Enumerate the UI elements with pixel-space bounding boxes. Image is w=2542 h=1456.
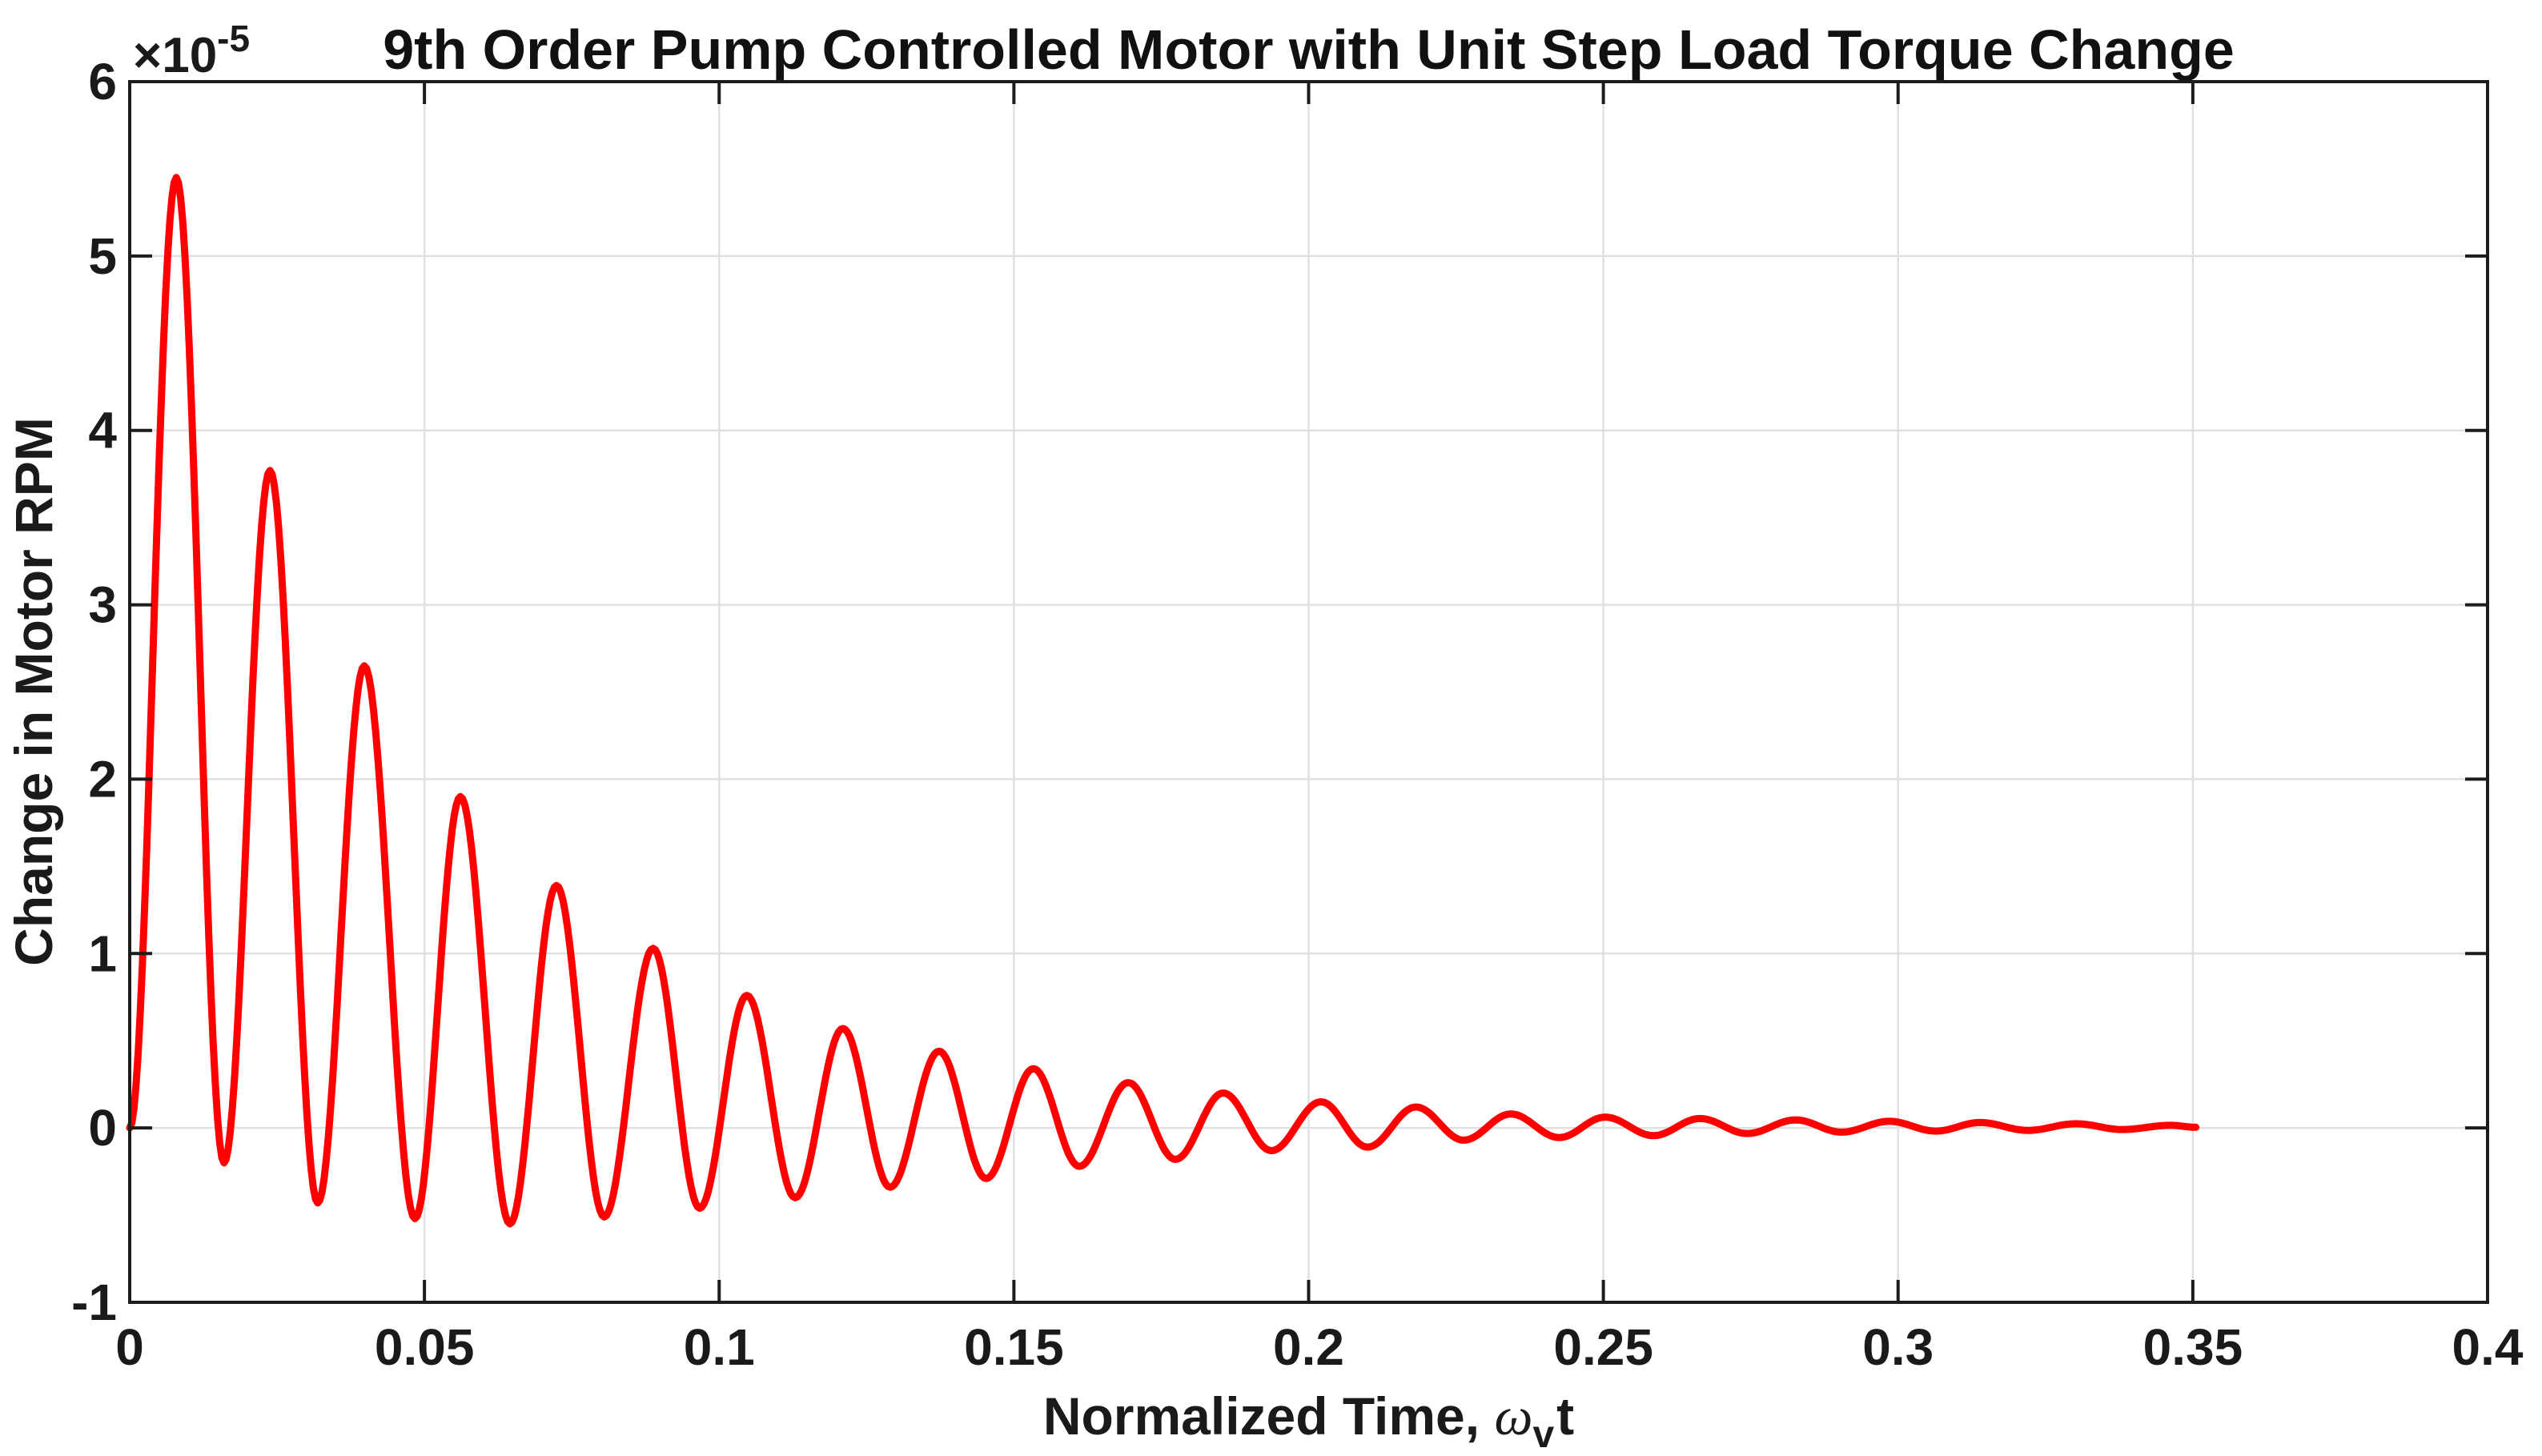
- x-tick-label: 0.1: [684, 1318, 755, 1376]
- x-tick-label: 0.05: [375, 1318, 475, 1376]
- y-tick-label: 3: [88, 576, 117, 634]
- x-tick-label: 0: [115, 1318, 144, 1376]
- response-curve: [126, 174, 2200, 1228]
- x-tick-label: 0.4: [2452, 1318, 2524, 1376]
- chart-title: 9th Order Pump Controlled Motor with Uni…: [383, 18, 2235, 81]
- y-axis-multiplier-exponent: -5: [217, 18, 251, 59]
- x-tick-label: 0.25: [1553, 1318, 1653, 1376]
- omega-subscript: v: [1532, 1414, 1555, 1456]
- x-tick-label: 0.2: [1273, 1318, 1344, 1376]
- x-axis-label-text: Normalized Time,: [1042, 1386, 1495, 1446]
- x-axis-label-time-variable: t: [1556, 1386, 1575, 1446]
- y-tick-label: 6: [88, 53, 117, 110]
- x-axis-label: Normalized Time, ωvt: [130, 1385, 2488, 1456]
- y-tick-label: 4: [88, 402, 117, 459]
- omega-symbol: ω: [1494, 1386, 1533, 1446]
- x-tick-label: 0.3: [1862, 1318, 1934, 1376]
- y-tick-label: 1: [88, 925, 117, 982]
- y-axis-multiplier: ×10-5: [133, 18, 250, 84]
- y-tick-label: 0: [88, 1099, 117, 1157]
- y-axis-multiplier-base: ×10: [133, 28, 218, 83]
- x-tick-label: 0.15: [964, 1318, 1064, 1376]
- y-tick-label: 2: [88, 750, 117, 808]
- x-tick-label: 0.35: [2143, 1318, 2243, 1376]
- y-tick-label: 5: [88, 227, 117, 285]
- y-tick-label: -1: [71, 1273, 117, 1331]
